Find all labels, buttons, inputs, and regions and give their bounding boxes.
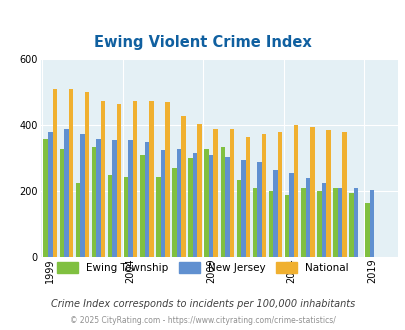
Bar bbox=[321, 183, 325, 257]
Bar bbox=[165, 102, 169, 257]
Bar bbox=[252, 188, 257, 257]
Bar bbox=[348, 193, 353, 257]
Bar bbox=[293, 125, 298, 257]
Bar bbox=[209, 155, 213, 257]
Bar bbox=[325, 130, 330, 257]
Bar bbox=[85, 92, 89, 257]
Bar bbox=[172, 168, 176, 257]
Bar bbox=[112, 140, 117, 257]
Bar bbox=[305, 178, 309, 257]
Bar bbox=[188, 158, 192, 257]
Bar bbox=[284, 195, 289, 257]
Bar bbox=[192, 153, 197, 257]
Bar bbox=[224, 157, 229, 257]
Bar bbox=[341, 132, 346, 257]
Legend: Ewing Township, New Jersey, National: Ewing Township, New Jersey, National bbox=[53, 258, 352, 277]
Bar bbox=[197, 124, 201, 257]
Text: Crime Index corresponds to incidents per 100,000 inhabitants: Crime Index corresponds to incidents per… bbox=[51, 299, 354, 309]
Bar bbox=[128, 140, 133, 257]
Text: © 2025 CityRating.com - https://www.cityrating.com/crime-statistics/: © 2025 CityRating.com - https://www.city… bbox=[70, 316, 335, 325]
Bar bbox=[156, 177, 160, 257]
Bar bbox=[300, 188, 305, 257]
Bar bbox=[181, 115, 185, 257]
Bar bbox=[92, 147, 96, 257]
Bar bbox=[133, 101, 137, 257]
Bar bbox=[333, 188, 337, 257]
Bar bbox=[108, 175, 112, 257]
Bar bbox=[241, 160, 245, 257]
Bar bbox=[364, 203, 369, 257]
Bar bbox=[64, 129, 68, 257]
Bar bbox=[80, 134, 85, 257]
Bar bbox=[68, 89, 73, 257]
Bar bbox=[124, 177, 128, 257]
Bar bbox=[149, 101, 153, 257]
Bar bbox=[245, 137, 249, 257]
Bar bbox=[213, 129, 217, 257]
Bar bbox=[160, 150, 165, 257]
Bar bbox=[52, 89, 57, 257]
Bar bbox=[204, 148, 209, 257]
Bar bbox=[369, 190, 373, 257]
Bar bbox=[236, 180, 241, 257]
Bar bbox=[60, 148, 64, 257]
Bar bbox=[96, 139, 100, 257]
Text: Ewing Violent Crime Index: Ewing Violent Crime Index bbox=[94, 35, 311, 50]
Bar bbox=[48, 132, 52, 257]
Bar bbox=[117, 104, 121, 257]
Bar bbox=[273, 170, 277, 257]
Bar bbox=[316, 191, 321, 257]
Bar bbox=[140, 155, 144, 257]
Bar bbox=[353, 188, 357, 257]
Bar bbox=[176, 148, 181, 257]
Bar bbox=[268, 191, 273, 257]
Bar bbox=[75, 183, 80, 257]
Bar bbox=[220, 147, 224, 257]
Bar bbox=[289, 173, 293, 257]
Bar bbox=[100, 101, 105, 257]
Bar bbox=[337, 188, 341, 257]
Bar bbox=[261, 134, 266, 257]
Bar bbox=[43, 139, 48, 257]
Bar bbox=[277, 132, 281, 257]
Bar bbox=[144, 142, 149, 257]
Bar bbox=[229, 129, 233, 257]
Bar bbox=[257, 162, 261, 257]
Bar bbox=[309, 127, 314, 257]
